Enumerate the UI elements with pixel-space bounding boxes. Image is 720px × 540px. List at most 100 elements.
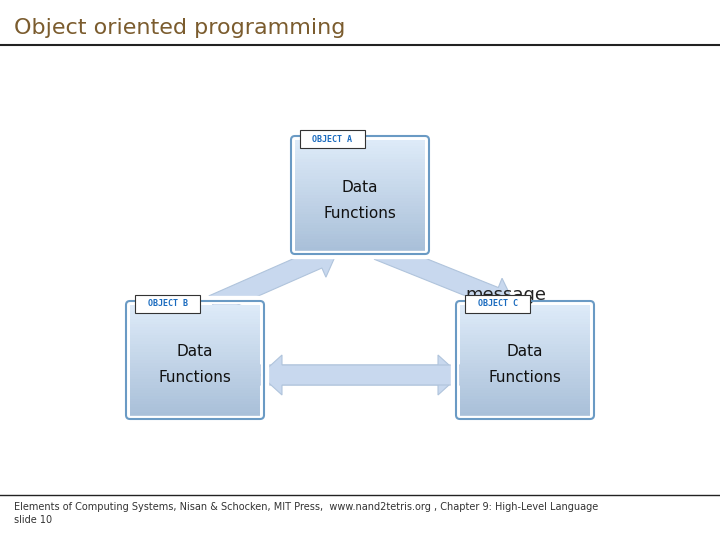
Bar (460, 407, 590, 410)
Text: slide 10: slide 10 (14, 515, 52, 525)
Bar (130, 393, 260, 397)
Bar (460, 354, 590, 358)
Bar (295, 239, 425, 243)
Bar (295, 179, 425, 183)
Bar (295, 184, 425, 188)
Bar (295, 198, 425, 201)
Bar (130, 382, 260, 386)
Bar (295, 190, 425, 193)
Bar (460, 357, 590, 361)
Bar (130, 384, 260, 388)
Bar (295, 214, 425, 218)
Text: Data: Data (176, 345, 213, 360)
Bar (130, 379, 260, 383)
Polygon shape (260, 355, 460, 395)
Bar (295, 242, 425, 246)
Bar (295, 145, 425, 149)
Bar (460, 310, 590, 314)
Text: Elements of Computing Systems, Nisan & Schocken, MIT Press,  www.nand2tetris.org: Elements of Computing Systems, Nisan & S… (14, 502, 598, 512)
Bar (460, 346, 590, 350)
Bar (295, 222, 425, 226)
Bar (460, 321, 590, 325)
Bar (130, 346, 260, 350)
Bar (130, 388, 260, 392)
Text: OBJECT C: OBJECT C (477, 300, 518, 308)
Bar (130, 360, 260, 364)
Bar (460, 335, 590, 339)
Bar (130, 371, 260, 375)
Bar (460, 412, 590, 416)
Bar (295, 245, 425, 248)
Bar (460, 393, 590, 397)
Text: message: message (465, 286, 546, 304)
Text: Data: Data (342, 179, 378, 194)
Bar (130, 399, 260, 402)
Bar (130, 335, 260, 339)
Bar (130, 333, 260, 336)
Bar (295, 228, 425, 232)
Bar (460, 349, 590, 353)
Bar (460, 324, 590, 328)
Bar (130, 338, 260, 342)
Bar (130, 308, 260, 312)
Bar (295, 231, 425, 234)
Polygon shape (374, 241, 515, 315)
Bar (130, 412, 260, 416)
Text: Data: Data (507, 345, 544, 360)
Bar (295, 159, 425, 163)
Bar (460, 401, 590, 405)
Bar (460, 343, 590, 347)
Bar (130, 327, 260, 330)
Bar (295, 181, 425, 185)
Bar (295, 217, 425, 221)
Bar (130, 376, 260, 380)
Bar (295, 157, 425, 160)
Polygon shape (209, 240, 338, 314)
Bar (130, 407, 260, 410)
Bar (295, 247, 425, 251)
Bar (130, 316, 260, 320)
Bar (130, 343, 260, 347)
Bar (130, 374, 260, 377)
Bar (295, 195, 425, 199)
Polygon shape (260, 355, 460, 395)
Bar (130, 324, 260, 328)
Bar (295, 167, 425, 171)
Bar (460, 379, 590, 383)
Bar (130, 313, 260, 317)
Bar (460, 366, 590, 369)
Bar (460, 352, 590, 355)
Bar (130, 366, 260, 369)
Bar (130, 352, 260, 355)
Bar (465, 295, 530, 313)
Bar (295, 170, 425, 174)
Bar (460, 396, 590, 400)
Text: Functions: Functions (158, 370, 231, 386)
Bar (460, 390, 590, 394)
Bar (460, 327, 590, 330)
Bar (130, 396, 260, 400)
Bar (460, 338, 590, 342)
Bar (295, 148, 425, 152)
Bar (460, 382, 590, 386)
Bar (295, 143, 425, 146)
Bar (130, 404, 260, 408)
Bar (460, 399, 590, 402)
Bar (130, 401, 260, 405)
Text: OBJECT B: OBJECT B (148, 300, 187, 308)
Bar (130, 390, 260, 394)
Bar (295, 209, 425, 213)
Bar (130, 341, 260, 345)
Bar (130, 363, 260, 367)
Bar (295, 162, 425, 166)
Text: Functions: Functions (489, 370, 562, 386)
Text: Functions: Functions (323, 206, 397, 220)
Bar (460, 330, 590, 334)
Bar (295, 203, 425, 207)
Bar (460, 409, 590, 413)
Bar (460, 305, 590, 309)
Bar (460, 404, 590, 408)
Bar (295, 233, 425, 237)
Bar (295, 206, 425, 210)
Bar (460, 360, 590, 364)
